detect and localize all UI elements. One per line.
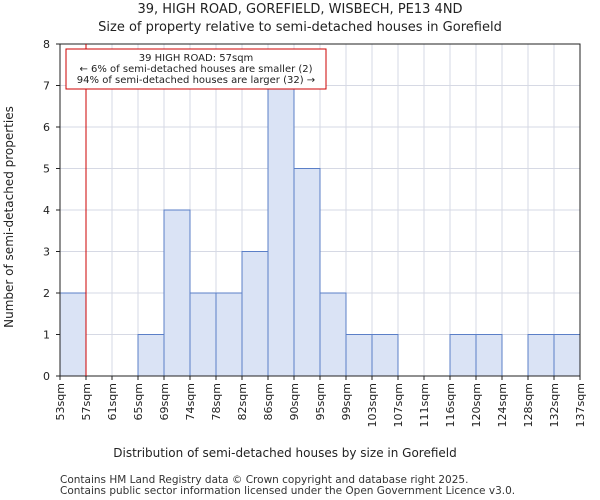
- x-tick-label: 107sqm: [392, 383, 405, 427]
- bar: [215, 292, 243, 377]
- annotation-line-2: ← 6% of semi-detached houses are smaller…: [79, 64, 312, 75]
- x-tick-label: 132sqm: [548, 383, 561, 427]
- x-tick-label: 69sqm: [158, 383, 171, 420]
- x-axis-label: Distribution of semi-detached houses by …: [113, 446, 456, 460]
- footer-licence: Contains public sector information licen…: [60, 485, 516, 497]
- annotation-line-3: 94% of semi-detached houses are larger (…: [77, 75, 315, 86]
- x-tick-label: 111sqm: [418, 383, 431, 427]
- annotation-border: [65, 48, 327, 90]
- y-tick-label: 6: [43, 121, 50, 134]
- bar: [475, 334, 503, 377]
- x-tick-label: 95sqm: [314, 383, 327, 420]
- y-tick-label: 7: [43, 80, 50, 93]
- x-tick-label: 53sqm: [54, 383, 67, 420]
- annotation-box: 39 HIGH ROAD: 57sqm ← 6% of semi-detache…: [65, 48, 327, 90]
- x-tick-label: 57sqm: [80, 383, 93, 420]
- bar: [241, 251, 269, 377]
- x-tick-label: 137sqm: [574, 383, 587, 427]
- x-axis-ticks: 53sqm 57sqm 61sqm 65sqm 69sqm 74sqm 78sqm 82sqm…: [54, 376, 587, 427]
- bar: [449, 334, 477, 377]
- x-tick-label: 61sqm: [106, 383, 119, 420]
- x-tick-label: 128sqm: [522, 383, 535, 427]
- bar: [59, 292, 87, 377]
- bar: [163, 209, 191, 377]
- bar: [527, 334, 555, 377]
- annotation-line-1: 39 HIGH ROAD: 57sqm: [139, 53, 254, 64]
- bar: [553, 334, 581, 377]
- x-tick-label: 124sqm: [496, 383, 509, 427]
- chart-title: 39, HIGH ROAD, GOREFIELD, WISBECH, PE13 …: [137, 2, 463, 17]
- chart-subtitle: Size of property relative to semi-detach…: [98, 20, 502, 35]
- x-tick-label: 78sqm: [210, 383, 223, 420]
- y-tick-label: 0: [43, 370, 50, 383]
- x-tick-label: 120sqm: [470, 383, 483, 427]
- bar: [319, 292, 347, 377]
- x-tick-label: 90sqm: [288, 383, 301, 420]
- x-tick-label: 99sqm: [340, 383, 353, 420]
- bar: [189, 292, 217, 377]
- bar: [345, 334, 373, 377]
- footer-copyright: Contains HM Land Registry data © Crown c…: [60, 474, 469, 486]
- y-tick-label: 1: [43, 329, 50, 342]
- x-tick-label: 103sqm: [366, 383, 379, 427]
- bar: [371, 334, 399, 377]
- y-axis-label: Number of semi-detached properties: [2, 106, 16, 328]
- y-tick-label: 5: [43, 163, 50, 176]
- y-tick-label: 4: [43, 204, 50, 217]
- y-tick-label: 2: [43, 287, 50, 300]
- x-tick-label: 86sqm: [262, 383, 275, 420]
- y-tick-label: 3: [43, 246, 50, 259]
- bar: [137, 334, 165, 377]
- y-axis-ticks: 0 1 2 3 4 5 6 7 8: [43, 38, 60, 383]
- bar: [293, 168, 321, 377]
- x-tick-label: 116sqm: [444, 383, 457, 427]
- bars: [59, 85, 581, 377]
- x-tick-label: 65sqm: [132, 383, 145, 420]
- y-tick-label: 8: [43, 38, 50, 51]
- x-tick-label: 74sqm: [184, 383, 197, 420]
- x-tick-label: 82sqm: [236, 383, 249, 420]
- bar: [267, 85, 295, 377]
